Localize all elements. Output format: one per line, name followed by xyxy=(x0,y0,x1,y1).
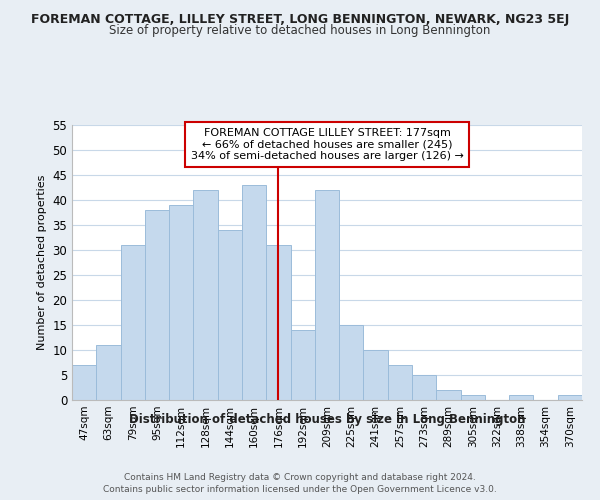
Bar xyxy=(266,245,290,400)
Bar xyxy=(121,245,145,400)
Bar xyxy=(364,350,388,400)
Text: FOREMAN COTTAGE LILLEY STREET: 177sqm
← 66% of detached houses are smaller (245): FOREMAN COTTAGE LILLEY STREET: 177sqm ← … xyxy=(191,128,463,161)
Bar xyxy=(169,205,193,400)
Bar xyxy=(145,210,169,400)
Bar xyxy=(290,330,315,400)
Bar xyxy=(315,190,339,400)
Bar xyxy=(96,345,121,400)
Bar xyxy=(242,185,266,400)
Bar xyxy=(339,325,364,400)
Bar xyxy=(509,395,533,400)
Text: Contains public sector information licensed under the Open Government Licence v3: Contains public sector information licen… xyxy=(103,485,497,494)
Bar xyxy=(436,390,461,400)
Bar xyxy=(72,365,96,400)
Text: Distribution of detached houses by size in Long Bennington: Distribution of detached houses by size … xyxy=(129,412,525,426)
Y-axis label: Number of detached properties: Number of detached properties xyxy=(37,175,47,350)
Text: Contains HM Land Registry data © Crown copyright and database right 2024.: Contains HM Land Registry data © Crown c… xyxy=(124,472,476,482)
Bar xyxy=(388,365,412,400)
Bar xyxy=(412,375,436,400)
Bar xyxy=(218,230,242,400)
Bar xyxy=(558,395,582,400)
Text: FOREMAN COTTAGE, LILLEY STREET, LONG BENNINGTON, NEWARK, NG23 5EJ: FOREMAN COTTAGE, LILLEY STREET, LONG BEN… xyxy=(31,12,569,26)
Bar xyxy=(193,190,218,400)
Bar xyxy=(461,395,485,400)
Text: Size of property relative to detached houses in Long Bennington: Size of property relative to detached ho… xyxy=(109,24,491,37)
